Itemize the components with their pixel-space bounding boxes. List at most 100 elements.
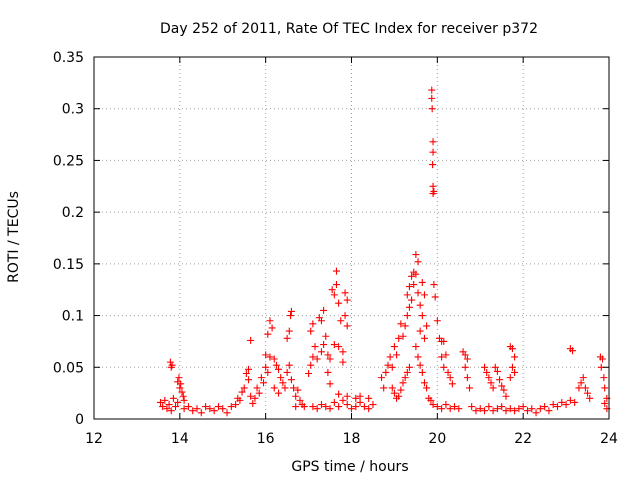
- data-point: [311, 343, 319, 351]
- data-point: [541, 403, 549, 411]
- data-point: [532, 409, 540, 417]
- data-point: [343, 401, 351, 409]
- data-point: [418, 278, 426, 286]
- data-point: [410, 281, 418, 289]
- data-point: [339, 396, 347, 404]
- data-point: [179, 392, 187, 400]
- data-point: [343, 392, 351, 400]
- data-point: [554, 403, 561, 411]
- data-point: [388, 384, 396, 392]
- data-point: [262, 363, 270, 371]
- data-point: [384, 361, 392, 369]
- data-point: [247, 392, 255, 400]
- y-tick-label: 0.1: [62, 309, 84, 325]
- data-point: [429, 182, 437, 190]
- data-point: [320, 341, 328, 349]
- data-point: [438, 353, 446, 361]
- data-point: [180, 405, 188, 413]
- data-point: [423, 384, 431, 392]
- data-point: [227, 403, 235, 411]
- data-point: [232, 401, 240, 409]
- data-point: [412, 251, 420, 259]
- data-point: [414, 353, 422, 361]
- data-point: [401, 322, 409, 330]
- data-point: [335, 390, 343, 398]
- y-tick-label: 0.35: [53, 50, 84, 66]
- data-point: [440, 363, 448, 371]
- data-point: [292, 392, 300, 400]
- data-point: [275, 365, 283, 373]
- data-point: [283, 368, 291, 376]
- data-point: [463, 374, 471, 382]
- data-point: [348, 405, 355, 413]
- data-point: [352, 394, 360, 402]
- x-tick-label: 14: [171, 431, 189, 447]
- data-point: [326, 405, 334, 413]
- data-point: [176, 384, 184, 392]
- data-point: [285, 327, 293, 335]
- data-point: [264, 368, 272, 376]
- data-point: [493, 367, 501, 375]
- data-point: [309, 403, 317, 411]
- data-point: [197, 409, 205, 417]
- x-axis-label: GPS time / hours: [291, 459, 408, 475]
- data-point: [341, 312, 349, 320]
- data-point: [476, 405, 484, 413]
- data-point: [343, 296, 351, 304]
- x-axis-ticks: 12 14 16 18 20 22 24: [85, 57, 618, 447]
- data-point: [562, 401, 570, 409]
- data-point: [320, 306, 328, 314]
- data-point: [423, 322, 431, 330]
- data-point: [307, 327, 315, 335]
- data-point: [335, 299, 343, 307]
- data-point: [430, 281, 438, 289]
- data-point: [558, 398, 566, 406]
- data-point: [575, 384, 583, 392]
- data-point: [506, 374, 514, 382]
- y-tick-label: 0: [75, 412, 84, 428]
- data-point: [502, 407, 510, 415]
- data-point: [324, 368, 332, 376]
- data-point: [388, 363, 396, 371]
- data-point: [380, 384, 388, 392]
- x-tick-label: 18: [343, 431, 361, 447]
- data-point: [502, 392, 510, 400]
- data-point: [356, 398, 364, 406]
- data-point: [337, 317, 345, 325]
- data-point: [412, 270, 420, 278]
- data-point: [260, 379, 268, 387]
- data-point: [322, 403, 330, 411]
- data-point: [307, 361, 315, 369]
- data-point: [600, 374, 608, 382]
- data-point: [189, 407, 197, 415]
- data-point: [414, 289, 422, 297]
- data-point: [427, 396, 435, 404]
- data-point: [428, 86, 436, 94]
- data-point: [451, 403, 458, 411]
- data-point: [500, 386, 508, 394]
- data-point: [167, 407, 175, 415]
- data-point: [242, 369, 250, 377]
- data-point: [601, 399, 609, 407]
- data-point: [352, 403, 360, 411]
- data-point: [481, 407, 489, 415]
- data-point: [283, 334, 291, 342]
- data-point: [496, 376, 504, 384]
- data-point: [245, 376, 252, 384]
- y-axis-ticks: 0 0.05 0.1 0.15 0.2 0.25 0.3 0.35: [53, 50, 609, 428]
- data-point: [489, 384, 497, 392]
- data-point: [324, 351, 332, 359]
- data-point: [408, 296, 416, 304]
- data-point: [285, 361, 293, 369]
- data-point: [335, 403, 343, 411]
- data-point: [309, 320, 317, 328]
- data-point: [577, 379, 585, 387]
- data-point: [330, 398, 338, 406]
- data-point: [455, 405, 463, 413]
- data-point: [405, 283, 413, 291]
- data-point: [172, 403, 180, 411]
- data-point: [166, 358, 174, 366]
- data-point: [317, 317, 325, 325]
- data-point: [332, 281, 340, 289]
